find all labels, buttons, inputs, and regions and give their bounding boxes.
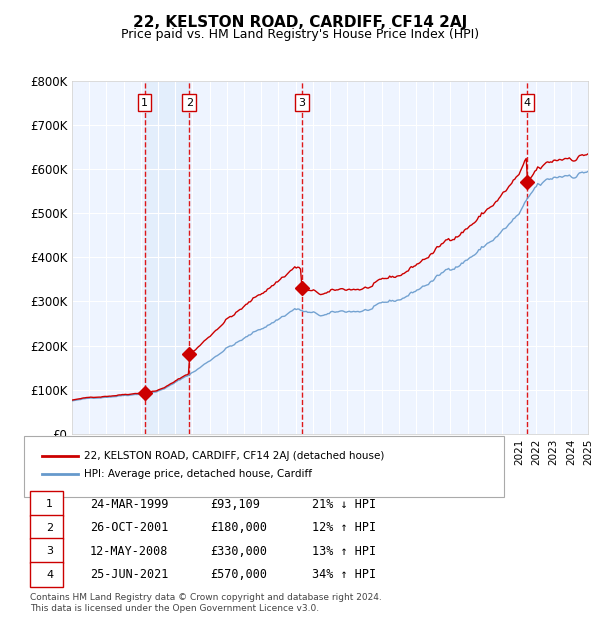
Text: 4: 4 bbox=[524, 98, 531, 108]
Text: 22, KELSTON ROAD, CARDIFF, CF14 2AJ (detached house): 22, KELSTON ROAD, CARDIFF, CF14 2AJ (det… bbox=[84, 451, 385, 461]
Text: £180,000: £180,000 bbox=[210, 521, 267, 534]
Text: 24-MAR-1999: 24-MAR-1999 bbox=[90, 498, 169, 510]
Text: £330,000: £330,000 bbox=[210, 545, 267, 557]
Text: 1: 1 bbox=[141, 98, 148, 108]
Text: 21% ↓ HPI: 21% ↓ HPI bbox=[312, 498, 376, 510]
Text: 13% ↑ HPI: 13% ↑ HPI bbox=[312, 545, 376, 557]
Text: £93,109: £93,109 bbox=[210, 498, 260, 510]
Text: 2: 2 bbox=[186, 98, 193, 108]
Text: HPI: Average price, detached house, Cardiff: HPI: Average price, detached house, Card… bbox=[84, 469, 312, 479]
Text: 2: 2 bbox=[46, 523, 53, 533]
Text: 34% ↑ HPI: 34% ↑ HPI bbox=[312, 569, 376, 581]
Text: 25-JUN-2021: 25-JUN-2021 bbox=[90, 569, 169, 581]
Text: 26-OCT-2001: 26-OCT-2001 bbox=[90, 521, 169, 534]
Text: 3: 3 bbox=[298, 98, 305, 108]
Text: Price paid vs. HM Land Registry's House Price Index (HPI): Price paid vs. HM Land Registry's House … bbox=[121, 28, 479, 41]
Text: Contains HM Land Registry data © Crown copyright and database right 2024.
This d: Contains HM Land Registry data © Crown c… bbox=[30, 593, 382, 613]
Text: 3: 3 bbox=[46, 546, 53, 556]
Bar bbox=[145, 81, 190, 434]
Text: 12% ↑ HPI: 12% ↑ HPI bbox=[312, 521, 376, 534]
Text: 12-MAY-2008: 12-MAY-2008 bbox=[90, 545, 169, 557]
Text: 1: 1 bbox=[46, 499, 53, 509]
Text: £570,000: £570,000 bbox=[210, 569, 267, 581]
Text: 22, KELSTON ROAD, CARDIFF, CF14 2AJ: 22, KELSTON ROAD, CARDIFF, CF14 2AJ bbox=[133, 16, 467, 30]
Text: 4: 4 bbox=[46, 570, 53, 580]
